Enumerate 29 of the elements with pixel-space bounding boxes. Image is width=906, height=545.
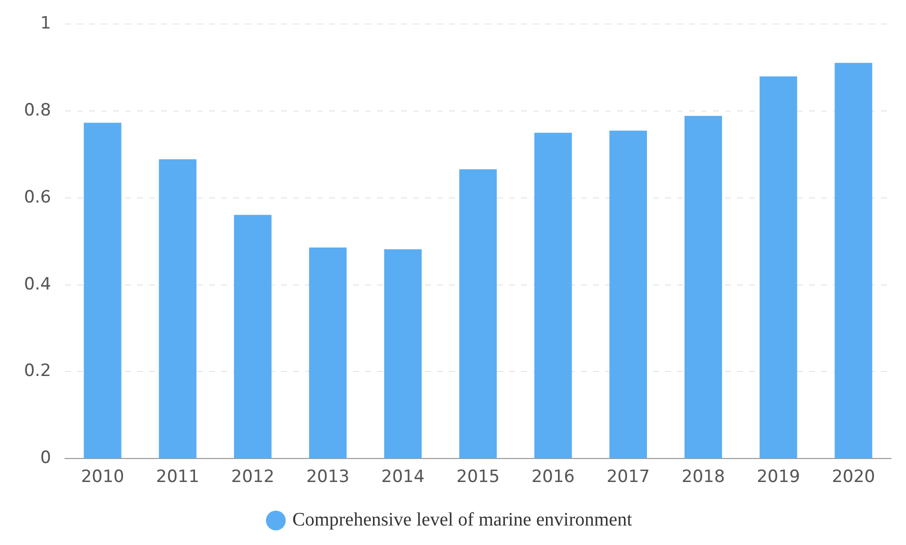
bar — [84, 122, 122, 458]
x-tick-label: 2011 — [156, 467, 200, 488]
legend-label: Comprehensive level of marine environment — [292, 509, 633, 530]
y-tick-label: 0 — [40, 448, 52, 468]
bar — [760, 76, 798, 458]
x-tick-label: 2013 — [306, 467, 350, 488]
bar — [834, 62, 872, 458]
x-tick-label: 2020 — [832, 467, 876, 488]
bar — [384, 249, 422, 458]
y-tick-label: 0.8 — [24, 100, 52, 120]
x-tick-label: 2016 — [531, 467, 575, 488]
x-tick-label: 2010 — [80, 467, 124, 488]
x-tick-label: 2018 — [682, 467, 725, 488]
y-tick-label: 1 — [40, 14, 52, 34]
bar — [684, 116, 722, 458]
bar — [534, 132, 572, 458]
x-tick-label: 2015 — [456, 467, 500, 488]
x-tick-label: 2012 — [231, 467, 274, 488]
x-tick-label: 2014 — [381, 467, 425, 488]
bar — [609, 130, 647, 458]
y-tick-label: 0.4 — [24, 274, 52, 294]
bar — [158, 159, 196, 458]
y-tick-label: 0.2 — [24, 361, 52, 382]
x-tick-label: 2017 — [606, 467, 650, 488]
bar — [234, 214, 272, 458]
x-tick-label: 2019 — [756, 467, 800, 488]
bar — [309, 247, 347, 458]
bar — [459, 169, 497, 458]
y-tick-label: 0.6 — [24, 187, 52, 208]
